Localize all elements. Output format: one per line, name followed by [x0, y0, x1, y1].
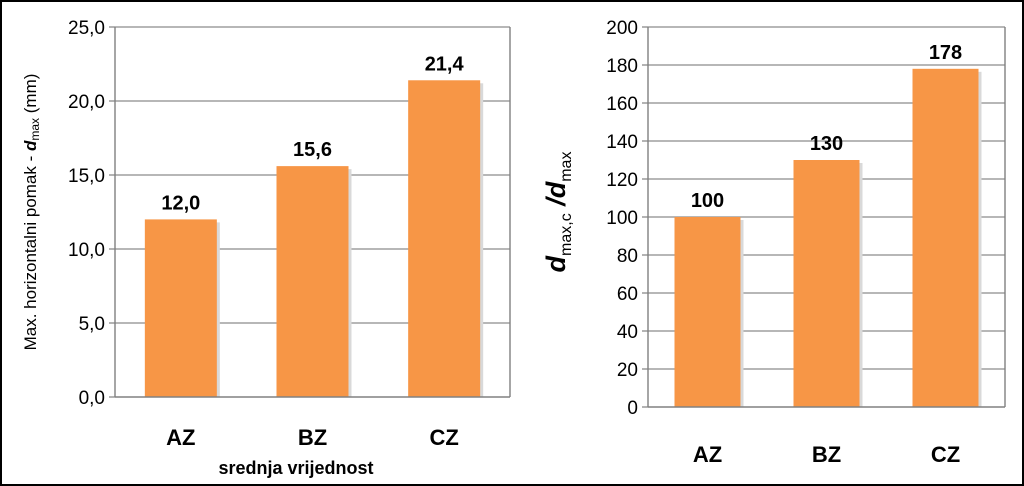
y-tick-label: 0,0 [79, 388, 105, 409]
category-label-bz: BZ [812, 442, 841, 467]
y-tick-label: 5,0 [79, 314, 105, 335]
y-tick-label: 200 [606, 18, 638, 39]
y-tick-label: 0 [627, 398, 638, 419]
y-tick-label: 10,0 [68, 240, 105, 261]
category-label-cz: CZ [931, 442, 960, 467]
category-label-cz: CZ [430, 425, 459, 450]
x-axis-title: srednja vrijednost [218, 458, 373, 478]
y-tick-label: 120 [606, 170, 638, 191]
bar-cz [408, 80, 481, 397]
bar-az [144, 219, 217, 397]
x-category-labels: AZ BZ CZ [693, 442, 960, 467]
y-tick-label: 140 [606, 132, 638, 153]
bar-bz [276, 166, 349, 397]
data-label-cz: 178 [929, 42, 962, 64]
y-axis-title: dmax,c /dmax [541, 152, 575, 273]
category-label-az: AZ [693, 442, 722, 467]
bar-cz [912, 68, 979, 408]
category-label-az: AZ [166, 425, 195, 450]
category-label-bz: BZ [298, 425, 327, 450]
y-tick-label: 20,0 [68, 92, 105, 113]
data-label-bz: 130 [810, 133, 843, 155]
data-label-bz: 15,6 [293, 139, 332, 161]
y-tick-label: 60 [617, 284, 638, 305]
y-tick-label: 100 [606, 208, 638, 229]
y-tick-label: 160 [606, 94, 638, 115]
y-tick-labels: 0 20 40 60 80 100 120 140 160 180 200 [606, 18, 638, 419]
bar-az [674, 217, 741, 407]
axes [109, 26, 511, 398]
data-label-cz: 21,4 [425, 53, 465, 75]
y-tick-label: 15,0 [68, 166, 105, 187]
data-labels: 100 130 178 [691, 42, 962, 212]
data-labels: 12,0 15,6 21,4 [161, 53, 464, 214]
y-tick-labels: 0,0 5,0 10,0 15,0 20,0 25,0 [68, 18, 105, 409]
bar-bz [793, 160, 860, 407]
y-tick-label: 80 [617, 246, 638, 267]
bars [144, 80, 484, 397]
y-tick-label: 40 [617, 322, 638, 343]
bars [674, 68, 982, 408]
chart-displacement-ratio: 0 20 40 60 80 100 120 140 160 180 200 AZ BZ CZ 100 13… [541, 18, 1006, 467]
x-category-labels: AZ BZ CZ [166, 425, 459, 450]
axes [642, 26, 1006, 408]
y-tick-label: 25,0 [68, 18, 105, 39]
data-label-az: 12,0 [161, 192, 200, 214]
y-tick-label: 20 [617, 360, 638, 381]
y-tick-label: 180 [606, 56, 638, 77]
chart-max-horizontal-displacement: 0,0 5,0 10,0 15,0 20,0 25,0 AZ BZ CZ 12,0 15,6 21… [21, 18, 511, 478]
data-label-az: 100 [691, 190, 724, 212]
y-axis-title: Max. horizontalni pomak - dmax (mm) [21, 74, 42, 351]
